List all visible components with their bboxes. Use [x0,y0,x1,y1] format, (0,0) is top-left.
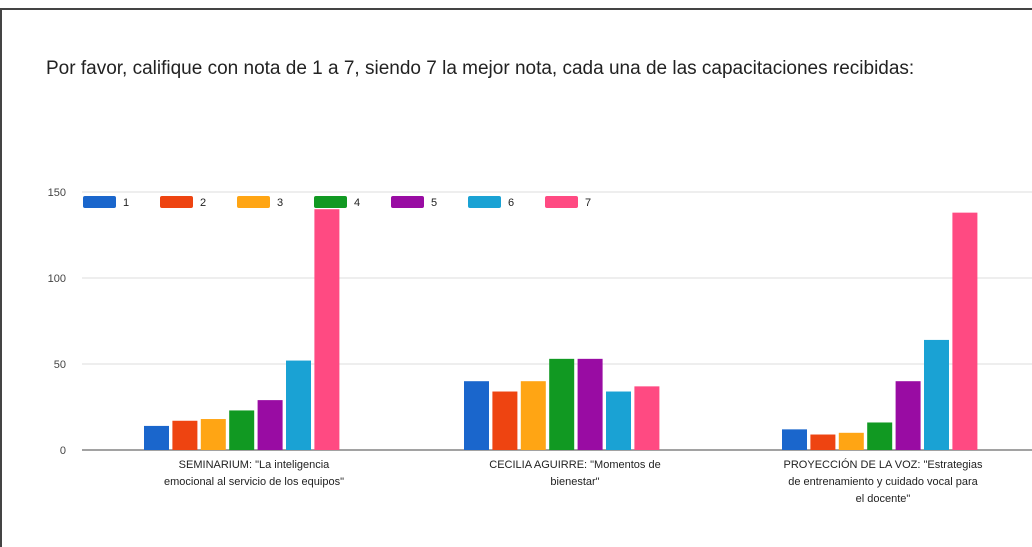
bar-4-group-3 [867,422,893,450]
category-label: CECILIA AGUIRRE: "Momentos de bienestar" [489,459,660,488]
bar-3-group-2 [520,381,546,450]
bar-3-group-3 [838,432,864,450]
legend-swatch-7 [545,196,578,208]
bar-7-group-3 [952,212,978,450]
bar-2-group-1 [172,420,198,450]
y-tick-label: 50 [54,359,66,371]
bar-2-group-3 [810,434,836,450]
question-text: Por favor, califique con nota de 1 a 7, … [46,58,915,79]
x-axis-labels: SEMINARIUM: "La inteligencia emocional al… [164,458,983,505]
legend-swatch-6 [468,196,501,208]
bars [144,209,978,450]
legend-label-1: 1 [123,197,129,209]
bar-7-group-1 [314,209,340,450]
legend-label-7: 7 [585,197,591,209]
legend-swatch-1 [83,196,116,208]
bar-4-group-1 [229,410,255,450]
y-tick-label: 100 [48,273,66,285]
y-tick-label: 150 [48,187,66,199]
category-label: PROYECCIÓN DE LA VOZ: "Estrategias de ent… [784,458,983,505]
category-label: SEMINARIUM: "La inteligencia emocional al… [164,459,344,488]
legend-label-5: 5 [431,197,437,209]
legend-label-2: 2 [200,197,206,209]
legend-label-6: 6 [508,197,514,209]
bar-2-group-2 [492,391,518,450]
bar-1-group-1 [144,425,169,450]
bar-1-group-2 [464,381,489,450]
bar-7-group-2 [634,386,660,450]
bar-5-group-3 [895,381,921,450]
bar-6-group-1 [286,360,311,450]
legend: 1 2 3 4 5 6 7 [83,196,591,209]
bar-6-group-2 [606,391,631,450]
bar-5-group-1 [257,400,283,450]
bar-3-group-1 [200,419,226,450]
legend-label-3: 3 [277,197,283,209]
y-tick-label: 0 [60,445,66,457]
legend-swatch-5 [391,196,424,208]
legend-swatch-3 [237,196,270,208]
legend-swatch-2 [160,196,193,208]
legend-swatch-4 [314,196,347,208]
legend-label-4: 4 [354,197,360,209]
bar-5-group-2 [577,358,603,450]
bar-6-group-3 [924,339,949,450]
bar-1-group-3 [782,429,807,450]
bar-4-group-2 [549,358,575,450]
y-axis-ticks: 0 50 100 150 [48,187,66,457]
